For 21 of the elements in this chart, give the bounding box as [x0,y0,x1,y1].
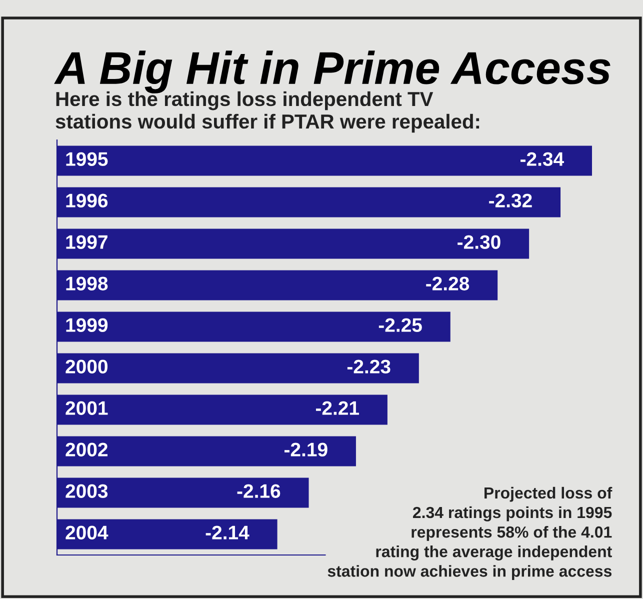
data-label: -2.32 [489,194,532,208]
y-tick-label: 2004 [66,526,108,540]
data-label: -2.28 [426,276,470,290]
annotation: Projected loss of 2.34 ratings points in 1995 represents 58% of the 4.01 rating the average independent station now achieves in prime access [328,486,612,580]
y-tick-label: 2003 [66,484,108,498]
data-label: -2.23 [347,360,390,374]
y-tick-label: 1999 [66,318,108,332]
data-label: -2.16 [237,484,280,498]
data-label: -2.19 [284,442,328,456]
data-label: -2.25 [378,318,422,332]
y-tick-label: 1996 [66,194,108,208]
data-label: -2.21 [316,401,359,415]
y-tick-label: 2001 [66,401,108,415]
data-label: -2.30 [458,235,500,249]
y-tick-label: 1998 [66,276,108,290]
data-label: -2.14 [206,526,250,540]
y-tick-label: 1997 [66,235,108,249]
y-tick-label: 2002 [66,442,108,456]
data-label: -2.34 [520,152,564,166]
y-tick-label: 1995 [66,152,108,166]
y-tick-label: 2000 [66,360,108,374]
